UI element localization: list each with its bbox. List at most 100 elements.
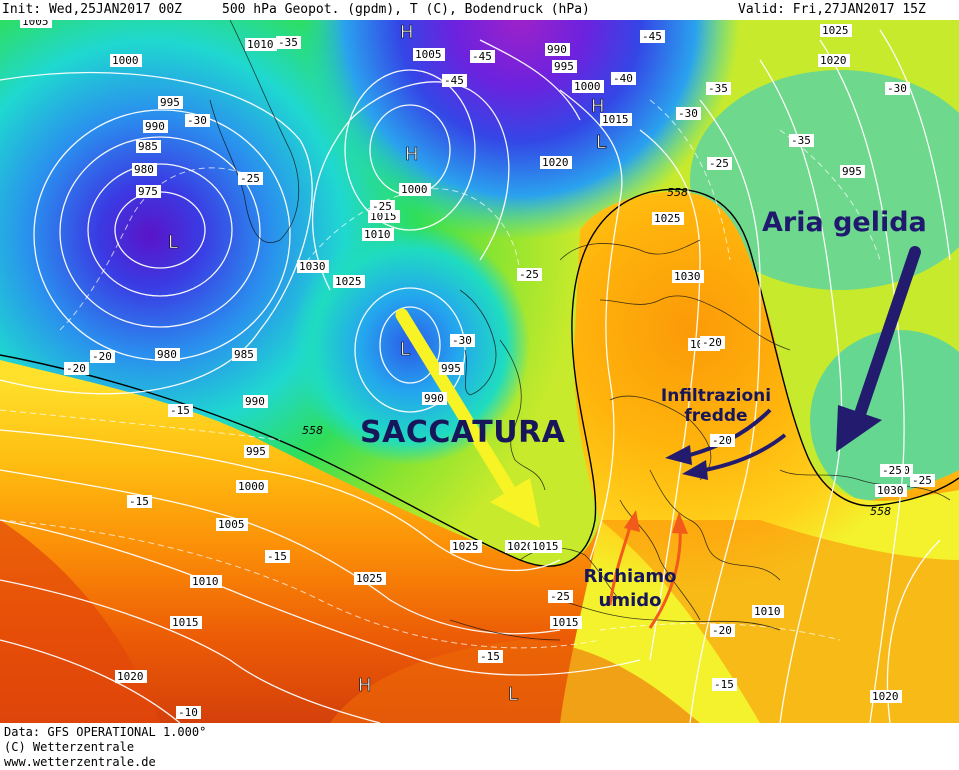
svg-text:980: 980 [157,348,177,361]
pressure-label: 980 [132,163,157,176]
pressure-label: 1015 [550,616,582,629]
pressure-label: 1020 [870,690,902,703]
pressure-label: 995 [158,96,183,109]
svg-text:-20: -20 [712,624,732,637]
pressure-label: 1010 [190,575,222,588]
pressure-label: 1005 [413,48,445,61]
svg-text:1025: 1025 [654,212,681,225]
system-label: H [591,96,605,117]
pressure-label: 975 [136,185,161,198]
temperature-label: -35 [276,36,301,49]
pressure-label: 1015 [368,210,400,223]
pressure-label: 985 [136,140,161,153]
temperature-label: -45 [640,30,665,43]
pressure-label: 1030 [297,260,329,273]
svg-text:-30: -30 [887,82,907,95]
temperature-label: -45 [442,74,467,87]
pressure-label: 980 [155,348,180,361]
svg-text:990: 990 [424,392,444,405]
temperature-label: -30 [676,107,701,120]
pressure-label: 1020 [540,156,572,169]
temperature-labels-layer: -35 -45 -45 -40 -45 -35 -30 -30 -35 -25 -25 -30 -30 -… [64,30,935,719]
pressure-label: 1010 [752,605,784,618]
pressure-label: 1020 [115,670,147,683]
pressure-label: 990 [143,120,168,133]
temperature-label: -30 [885,82,910,95]
temperature-label: -35 [789,134,814,147]
temperature-label: -30 [450,334,475,347]
svg-text:-10: -10 [178,706,198,719]
pressure-label: 1025 [333,275,365,288]
temperature-label: -15 [265,550,290,563]
pressure-label: 1025 [652,212,684,225]
pressure-label: 1015 [530,540,562,553]
svg-text:1020: 1020 [820,54,847,67]
pressure-label: 1000 [572,80,604,93]
svg-text:-30: -30 [678,107,698,120]
system-label: L [168,232,178,253]
temperature-label: -25 [707,157,732,170]
svg-text:-30: -30 [452,334,472,347]
init-time: Init: Wed,25JAN2017 00Z [2,2,183,17]
annotation-aria-gelida: Aria gelida [762,207,927,238]
svg-text:-15: -15 [129,495,149,508]
svg-text:1010: 1010 [192,575,219,588]
svg-text:1005: 1005 [218,518,245,531]
svg-text:1000: 1000 [238,480,265,493]
system-label: H [358,675,372,696]
system-label: L [596,132,606,153]
svg-text:1025: 1025 [452,540,479,553]
footer-website: www.wetterzentrale.de [4,755,156,769]
svg-text:-35: -35 [708,82,728,95]
annotation-richiamo: Richiamo umido [580,565,680,613]
svg-text:1015: 1015 [532,540,559,553]
svg-text:-25: -25 [882,464,902,477]
pressure-label: 1010 [245,38,277,51]
svg-text:1030: 1030 [299,260,326,273]
isohypse-558-label-3: 558 [870,505,891,518]
annotation-richiamo-line2: umido [598,590,662,611]
svg-text:-45: -45 [444,74,464,87]
svg-text:1000: 1000 [401,183,428,196]
svg-text:1005: 1005 [415,48,442,61]
annotation-infiltrazioni: Infiltrazioni fredde [656,386,776,426]
svg-text:-15: -15 [170,404,190,417]
svg-text:1020: 1020 [872,690,899,703]
svg-text:980: 980 [134,163,154,176]
footer-data-source: Data: GFS OPERATIONAL 1.000° [4,725,207,739]
svg-text:1015: 1015 [172,616,199,629]
svg-text:990: 990 [145,120,165,133]
svg-text:-35: -35 [278,36,298,49]
svg-text:1000: 1000 [574,80,601,93]
temperature-label: -20 [90,350,115,363]
temperature-label: -40 [611,72,636,85]
pressure-label: 1010 [362,228,394,241]
map-header: Init: Wed,25JAN2017 00Z 500 hPa Geopot. … [0,0,959,20]
temperature-label: -15 [712,678,737,691]
temperature-label: -30 [185,114,210,127]
pressure-label: 1015 [600,113,632,126]
svg-text:1020: 1020 [117,670,144,683]
map-footer: Data: GFS OPERATIONAL 1.000° (C) Wetterz… [0,723,959,770]
pressure-label: 1025 [820,24,852,37]
svg-text:-35: -35 [791,134,811,147]
svg-text:1025: 1025 [356,572,383,585]
svg-text:-20: -20 [92,350,112,363]
svg-text:-20: -20 [712,434,732,447]
svg-text:-25: -25 [912,474,932,487]
svg-text:995: 995 [246,445,266,458]
pressure-label: 990 [243,395,268,408]
svg-text:1020: 1020 [507,540,534,553]
temperature-label: -35 [706,82,731,95]
isohypse-558-label-1: 558 [302,424,323,437]
svg-text:-40: -40 [613,72,633,85]
map-title: 500 hPa Geopot. (gpdm), T (C), Bodendruc… [222,2,590,17]
temperature-label: -25 [548,590,573,603]
svg-text:-25: -25 [519,268,539,281]
pressure-label: 1000 [236,480,268,493]
temperature-label: -15 [478,650,503,663]
svg-text:1010: 1010 [247,38,274,51]
svg-text:990: 990 [547,43,567,56]
